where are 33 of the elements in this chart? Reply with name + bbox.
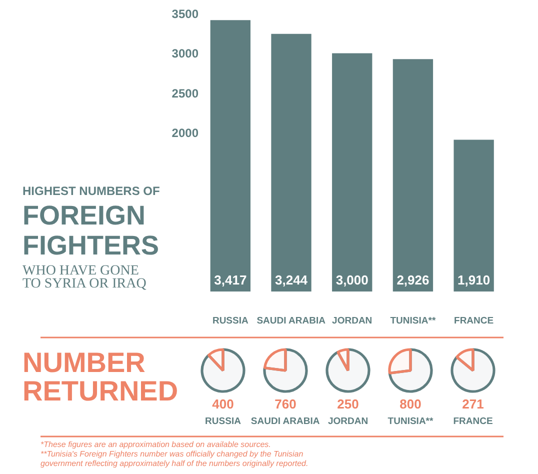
text: TUNISIA** bbox=[388, 416, 434, 427]
text: NUMBER RETURNED bbox=[22, 347, 178, 406]
text: HIGHEST NUMBERS OF FOREIGN FIGHTERS WHO HAVE GONE TO SYRIA OR IRAQ bbox=[22, 184, 160, 292]
bar bbox=[271, 34, 312, 292]
y-tick-label: 2500 bbox=[172, 86, 199, 100]
text: 760 bbox=[274, 396, 296, 412]
bar bbox=[332, 53, 372, 292]
text: 400 bbox=[212, 396, 234, 412]
x-tick-label: FRANCE bbox=[454, 316, 494, 326]
text: JORDAN bbox=[328, 416, 368, 427]
bar bbox=[210, 20, 250, 292]
bar bbox=[454, 140, 494, 292]
data-label: 3,000 bbox=[336, 272, 368, 288]
text: *These figures are an approximation based on available sources. bbox=[40, 440, 271, 449]
text: 250 bbox=[337, 396, 359, 412]
text: **Tunisia's Foreign Fighters number was officially changed by the Tunisian government reflecting approximately half of the numbers originally reported. bbox=[40, 450, 308, 468]
text: SAUDI ARABIA bbox=[250, 416, 320, 427]
data-label: 3,244 bbox=[274, 272, 308, 288]
text: RUSSIA bbox=[205, 416, 242, 427]
data-label: 1,910 bbox=[458, 272, 490, 288]
y-tick-label: 3500 bbox=[172, 7, 199, 21]
y-tick-label: 3000 bbox=[172, 46, 199, 61]
data-label: 3,417 bbox=[214, 272, 247, 288]
y-tick-label: 2000 bbox=[172, 126, 199, 140]
x-tick-label: RUSSIA bbox=[212, 316, 248, 326]
text: 800 bbox=[400, 396, 422, 412]
data-label: 2,926 bbox=[396, 272, 430, 288]
text: FRANCE bbox=[453, 416, 493, 427]
text: 271 bbox=[462, 396, 484, 412]
bar bbox=[392, 59, 434, 292]
x-tick-label: SAUDI ARABIA bbox=[256, 316, 326, 326]
x-tick-label: JORDAN bbox=[332, 316, 372, 326]
x-tick-label: TUNISIA** bbox=[390, 316, 436, 326]
